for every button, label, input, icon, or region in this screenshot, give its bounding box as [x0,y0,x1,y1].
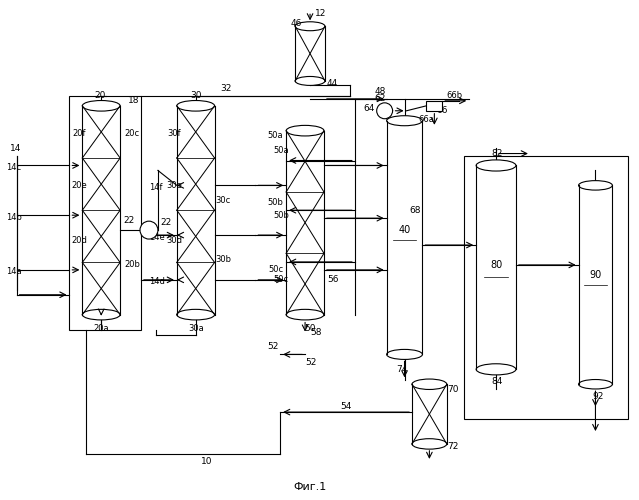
Ellipse shape [412,379,447,390]
Text: 20a: 20a [93,324,109,333]
Text: 56: 56 [327,276,339,284]
Text: 70: 70 [447,384,459,394]
Text: 50c: 50c [268,266,283,274]
Text: 40: 40 [398,225,411,235]
Text: 92: 92 [592,392,604,400]
Text: 50: 50 [304,324,316,333]
Ellipse shape [578,180,612,190]
Ellipse shape [412,438,447,449]
Text: 66b: 66b [446,92,463,100]
Text: 54: 54 [340,402,351,410]
Text: 14c: 14c [6,163,21,172]
Ellipse shape [295,22,325,30]
Text: 66a: 66a [419,115,435,124]
Ellipse shape [387,116,422,126]
Text: 84: 84 [491,377,502,386]
Text: 20: 20 [95,92,106,100]
Text: 20c: 20c [124,129,139,138]
Text: 14a: 14a [6,268,21,276]
Bar [426,101,442,111]
Ellipse shape [82,100,120,111]
Text: 30: 30 [190,92,201,100]
Text: Фиг.1: Фиг.1 [293,482,327,492]
Bar [70,96,141,330]
Ellipse shape [578,380,612,389]
Text: 20f: 20f [73,129,86,138]
Text: 64: 64 [364,104,374,114]
Text: 30d: 30d [166,236,182,244]
Text: 22: 22 [160,218,171,226]
Text: 82: 82 [491,149,502,158]
Text: 72: 72 [447,442,459,452]
Text: 14f: 14f [149,183,162,192]
Ellipse shape [286,310,324,320]
Text: 22: 22 [123,216,134,224]
Ellipse shape [476,160,516,171]
Text: 50c: 50c [273,276,289,284]
Text: 12: 12 [315,9,327,18]
Text: 30c: 30c [215,196,231,205]
Text: 50b: 50b [273,210,289,220]
Text: 14d: 14d [149,278,165,286]
Text: 30e: 30e [166,181,181,190]
Ellipse shape [177,100,215,111]
Ellipse shape [476,364,516,375]
Text: 68: 68 [410,206,421,214]
Text: 20e: 20e [72,181,87,190]
Ellipse shape [387,350,422,360]
Text: 30f: 30f [167,129,181,138]
Text: 30a: 30a [188,324,204,333]
Text: 18: 18 [128,96,139,106]
Text: 90: 90 [589,270,601,280]
Text: 32: 32 [220,84,232,94]
Ellipse shape [140,221,158,239]
Ellipse shape [82,310,120,320]
Text: 52: 52 [267,342,278,351]
Text: 50b: 50b [267,198,283,207]
Text: 58: 58 [310,328,321,337]
Text: 66: 66 [436,106,448,116]
Text: 48: 48 [374,88,386,96]
Text: 20b: 20b [124,260,140,270]
Text: 14b: 14b [6,212,22,222]
Text: 52: 52 [305,358,316,367]
Bar [464,156,628,419]
Text: 74: 74 [396,365,407,374]
Text: 44: 44 [327,80,338,88]
Text: 62: 62 [374,94,386,104]
Text: 14e: 14e [149,232,165,241]
Text: 14: 14 [10,144,21,153]
Text: 10: 10 [201,458,212,466]
Ellipse shape [177,310,215,320]
Text: 46: 46 [290,19,302,28]
Ellipse shape [286,126,324,136]
Text: 30b: 30b [215,256,231,264]
Text: 50a: 50a [273,146,289,155]
Text: 80: 80 [490,260,502,270]
Ellipse shape [376,103,392,118]
Ellipse shape [295,76,325,86]
Text: 20d: 20d [72,236,88,244]
Text: 50a: 50a [268,131,283,140]
